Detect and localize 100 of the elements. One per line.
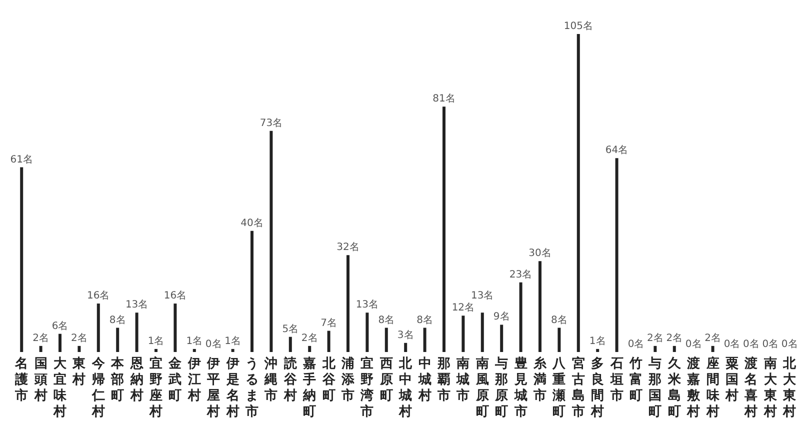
bar (327, 330, 330, 352)
bar (615, 158, 618, 352)
x-tick-label: 西原町 (378, 356, 393, 404)
x-tick-label: 宜野座村 (148, 356, 162, 420)
x-tick-label: 宜野湾市 (360, 356, 374, 420)
bar (135, 312, 138, 352)
bar (672, 346, 676, 352)
x-tick-label: 浦添市 (340, 356, 354, 404)
x-tick-label: 大宜味村 (52, 356, 68, 420)
data-label: 30名 (528, 247, 552, 260)
data-label: 0名 (762, 338, 779, 350)
data-label: 5名 (282, 322, 299, 335)
bar (442, 106, 446, 352)
data-label: 2名 (71, 332, 88, 344)
x-tick-label: 八重瀬町 (552, 356, 567, 420)
x-tick-label: 伊平屋村 (206, 356, 220, 420)
x-tick-label: 名護市 (14, 356, 28, 404)
data-label: 8名 (109, 314, 126, 326)
data-label: 23名 (509, 268, 532, 280)
data-label: 32名 (336, 241, 360, 254)
bar (423, 328, 426, 352)
x-tick-label: 那覇市 (436, 356, 450, 404)
x-tick-label: 東村 (72, 356, 87, 388)
x-tick-label: 南風原町 (474, 356, 489, 420)
data-label: 2名 (647, 332, 664, 344)
x-tick-label: 多良間村 (590, 356, 604, 420)
bar (346, 255, 350, 352)
data-label: 0名 (205, 338, 222, 350)
data-label: 2名 (704, 332, 721, 344)
bar (404, 342, 408, 352)
bar (250, 230, 254, 352)
bar (192, 348, 196, 352)
data-label: 16名 (87, 290, 110, 302)
data-label: 3名 (397, 328, 414, 341)
data-label: 2名 (666, 332, 683, 344)
x-tick-label: 久米島町 (666, 356, 682, 420)
bar (384, 328, 388, 352)
bar (308, 346, 312, 352)
data-label: 13名 (356, 298, 379, 311)
x-tick-label: 中城村 (417, 356, 432, 404)
data-label: 12名 (452, 302, 475, 314)
data-label: 1名 (148, 334, 164, 347)
x-tick-label: 竹富町 (628, 356, 642, 404)
x-tick-label: 本部町 (110, 356, 126, 404)
data-label: 0名 (743, 338, 760, 350)
bar (654, 346, 657, 352)
bar (116, 328, 120, 352)
bar (711, 346, 714, 352)
data-label: 73名 (260, 116, 283, 129)
bar (576, 34, 580, 352)
x-tick-label: 北中城村 (398, 356, 414, 420)
x-tick-label: 沖縄市 (264, 356, 278, 404)
data-label: 13名 (471, 290, 494, 302)
x-tick-label: うるま市 (244, 356, 258, 420)
x-tick-label: 伊江村 (186, 356, 201, 404)
x-tick-label: 恩納村 (129, 356, 144, 404)
data-label: 1名 (589, 334, 606, 347)
data-label: 61名 (10, 153, 33, 166)
data-label: 105名 (564, 20, 593, 32)
data-label: 1名 (186, 334, 203, 347)
x-tick-label: 粟国村 (724, 356, 738, 404)
x-tick-label: 読谷村 (282, 356, 298, 404)
x-tick-label: 与那国町 (648, 356, 662, 420)
bar (366, 312, 369, 352)
x-tick-label: 南大東村 (762, 356, 778, 420)
bar (174, 304, 177, 352)
data-label: 0名 (685, 338, 702, 350)
x-tick-label: 北谷町 (321, 356, 336, 404)
bar (558, 328, 561, 352)
bar (39, 346, 42, 352)
data-label: 6名 (52, 320, 68, 332)
bar (20, 167, 24, 352)
x-tick-label: 渡名喜村 (744, 356, 758, 420)
x-tick-label: 渡嘉敷村 (686, 356, 702, 420)
bar (596, 348, 600, 352)
data-label: 7名 (320, 316, 337, 329)
x-tick-label: 石垣市 (609, 356, 624, 404)
x-tick-label: 座間味村 (705, 356, 720, 420)
x-tick-label: 宮古島市 (570, 356, 585, 420)
bar (519, 282, 522, 352)
bar (500, 324, 504, 352)
bar (288, 336, 292, 352)
data-label: 8名 (416, 314, 433, 326)
bar (154, 348, 158, 352)
data-label: 16名 (164, 290, 187, 302)
x-tick-label: 金武町 (168, 356, 183, 404)
data-label: 13名 (125, 298, 148, 311)
bar (462, 316, 465, 352)
x-tick-label: 豊見城市 (513, 356, 528, 420)
x-tick-label: 嘉手納町 (302, 356, 316, 420)
x-tick-label: 北大東村 (782, 356, 798, 420)
x-tick-label: 南城市 (456, 356, 470, 404)
x-tick-label: 国頭村 (33, 356, 48, 404)
bar (231, 348, 234, 352)
data-label: 1名 (224, 334, 241, 347)
bar (78, 346, 81, 352)
data-label: 8名 (551, 314, 568, 326)
bar (96, 304, 100, 352)
bar (480, 312, 484, 352)
x-tick-label: 与那原町 (494, 356, 508, 420)
